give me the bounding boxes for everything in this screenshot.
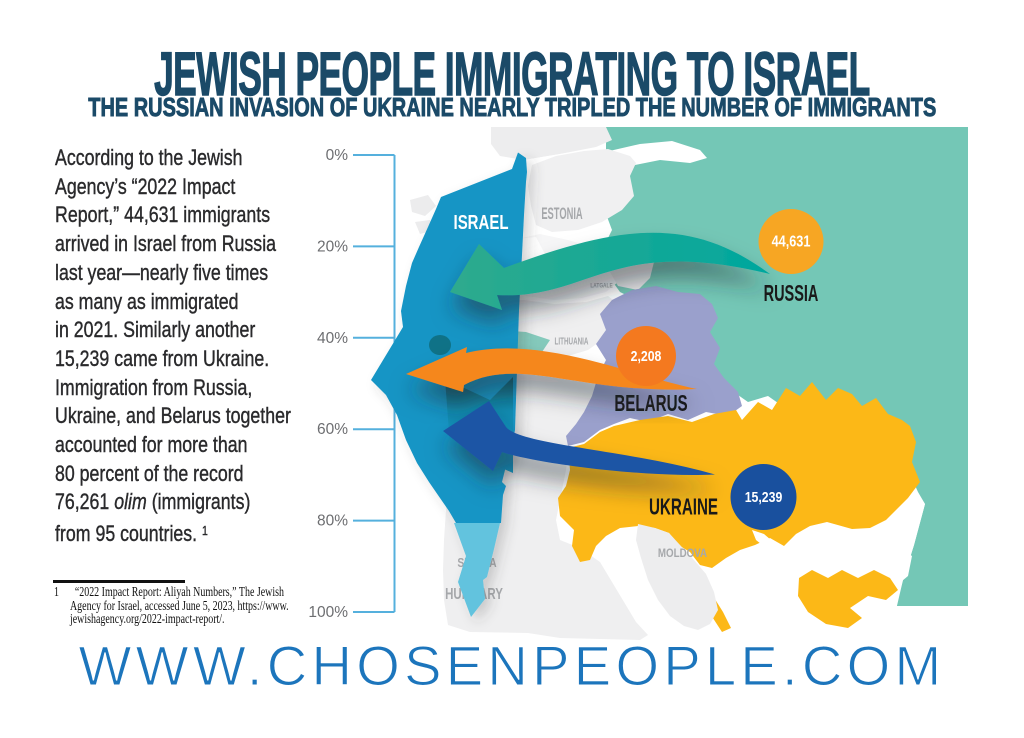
svg-text:60%: 60% xyxy=(317,421,348,438)
svg-text:80%: 80% xyxy=(317,513,348,530)
svg-text:2,208: 2,208 xyxy=(631,348,662,364)
svg-text:100%: 100% xyxy=(308,604,348,621)
svg-text:20%: 20% xyxy=(317,238,348,255)
svg-text:44,631: 44,631 xyxy=(772,233,811,250)
svg-text:0%: 0% xyxy=(326,147,349,164)
svg-text:LATGALE: LATGALE xyxy=(590,283,612,290)
svg-text:LITHUANIA: LITHUANIA xyxy=(555,335,589,347)
svg-text:ISRAEL: ISRAEL xyxy=(454,211,509,234)
svg-text:MOLDOVA: MOLDOVA xyxy=(658,547,707,560)
svg-text:40%: 40% xyxy=(317,330,348,347)
svg-text:ESTONIA: ESTONIA xyxy=(541,204,582,223)
svg-text:BELARUS: BELARUS xyxy=(614,391,687,417)
svg-text:RUSSIA: RUSSIA xyxy=(764,282,819,307)
svg-text:UKRAINE: UKRAINE xyxy=(649,494,718,520)
svg-text:15,239: 15,239 xyxy=(745,489,783,505)
